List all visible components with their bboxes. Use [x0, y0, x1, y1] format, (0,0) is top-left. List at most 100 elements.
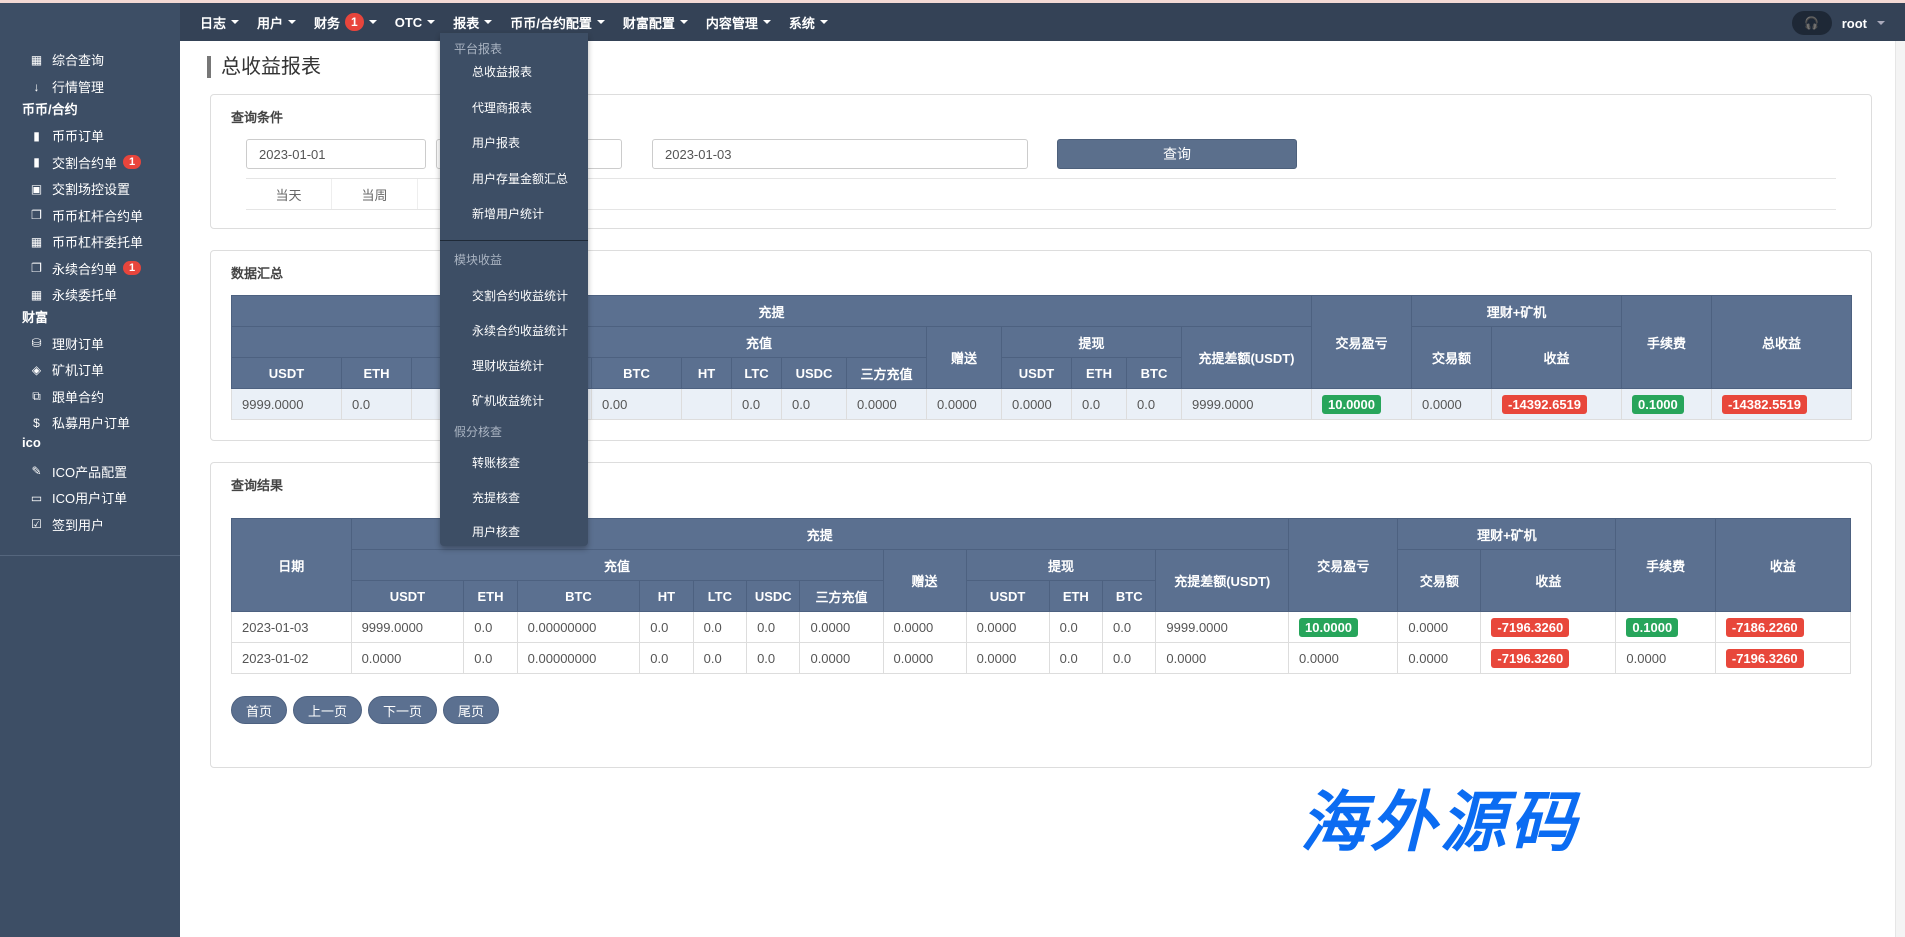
- nav-item[interactable]: 报表: [453, 13, 493, 32]
- table-cell: 2023-01-03: [231, 611, 352, 643]
- sidebar-item[interactable]: ⛁ 理财订单: [30, 334, 104, 353]
- column-header: 理财+矿机: [1411, 295, 1622, 327]
- sidebar-item[interactable]: ▭ ICO用户订单: [30, 488, 127, 507]
- sidebar-item[interactable]: ❐ 永续合约单 1: [30, 259, 142, 278]
- column-header: USDT: [1001, 357, 1072, 389]
- headset-icon[interactable]: 🎧: [1791, 11, 1832, 35]
- nav-item-label: 系统: [788, 15, 815, 31]
- table-cell: 10.0000: [1288, 611, 1399, 643]
- column-header: BTC: [1102, 580, 1157, 612]
- menu-item-icon: ▣: [30, 181, 43, 196]
- sidebar-item[interactable]: ↓ 行情管理: [30, 77, 105, 96]
- dropdown-item[interactable]: 充提核查: [472, 491, 521, 505]
- sidebar: ▦ 综合查询 ↓ 行情管理 币币/合约 ▮ 币币订单 ▮ 交割合约单 1 ▣ 交割场控设置 ❐ 币币杠杆合…: [0, 3, 180, 937]
- user-menu[interactable]: 🎧 root: [1791, 11, 1885, 35]
- column-header: 三方充值: [799, 580, 884, 612]
- column-header: 提现: [1001, 326, 1182, 358]
- pager-button-1[interactable]: 上一页: [293, 696, 363, 724]
- table-cell: 0.0: [639, 642, 694, 674]
- nav-item-label: 财富配置: [622, 15, 675, 31]
- top-navbar: 日志 用户 财务 1 OTC 报表 币币/合约配置 财富配置 内容管理 系统 🎧 root: [180, 3, 1905, 41]
- chevron-down-icon: [1877, 21, 1885, 25]
- sidebar-item[interactable]: ☑ 签到用户: [30, 515, 104, 534]
- pager-button-3[interactable]: 尾页: [443, 696, 500, 724]
- nav-item[interactable]: 内容管理: [706, 13, 771, 32]
- menu-item-icon: ❐: [31, 261, 42, 275]
- sidebar-item-label: 行情管理: [52, 80, 105, 95]
- menu-item-icon: ⧉: [32, 388, 41, 403]
- sidebar-item[interactable]: ◈ 矿机订单: [30, 360, 104, 379]
- value-badge: -14382.5519: [1722, 394, 1808, 414]
- column-header: 充提差额(USDT): [1181, 326, 1312, 389]
- sidebar-item-label: 永续委托单: [52, 288, 118, 303]
- sidebar-item[interactable]: ▦ 币币杠杆委托单: [30, 232, 143, 251]
- end-date-input[interactable]: [652, 139, 1028, 169]
- sidebar-item-label: 币币杠杆委托单: [52, 235, 144, 250]
- table-cell: 0.0000: [882, 642, 967, 674]
- sidebar-item[interactable]: ▣ 交割场控设置: [30, 179, 130, 198]
- sidebar-item-label: 私募用户订单: [52, 416, 131, 431]
- sidebar-item-label: 签到用户: [52, 517, 105, 533]
- dropdown-item[interactable]: 用户报表: [472, 136, 521, 150]
- query-button[interactable]: 查询: [1057, 139, 1297, 169]
- column-header: 理财+矿机: [1397, 518, 1617, 550]
- sidebar-item[interactable]: ▮ 币币订单: [30, 126, 104, 145]
- dropdown-item[interactable]: 交割合约收益统计: [472, 289, 569, 303]
- date-tab[interactable]: 当周: [332, 179, 418, 209]
- menu-item-icon: ▮: [33, 155, 40, 169]
- nav-item[interactable]: 币币/合约配置: [510, 13, 605, 32]
- table-cell: 0.0000: [926, 388, 1002, 420]
- table-cell: 0.0000: [1411, 388, 1492, 420]
- date-tab[interactable]: 当天: [246, 179, 332, 209]
- column-header: 总收益: [1711, 295, 1852, 389]
- column-header: ETH: [1048, 580, 1104, 612]
- dropdown-item[interactable]: 理财收益统计: [472, 359, 545, 373]
- dropdown-section-header: 假分核查: [454, 425, 503, 439]
- sidebar-item[interactable]: ▮ 交割合约单 1: [30, 153, 142, 172]
- sidebar-item[interactable]: ⧉ 跟单合约: [30, 387, 104, 406]
- chevron-down-icon: [679, 20, 688, 24]
- sidebar-item[interactable]: $ 私募用户订单: [30, 413, 130, 432]
- sidebar-item[interactable]: ✎ ICO产品配置: [30, 462, 127, 481]
- sidebar-item[interactable]: ❐ 币币杠杆合约单: [30, 206, 143, 225]
- nav-item[interactable]: 日志: [200, 13, 240, 32]
- nav-item[interactable]: OTC: [395, 15, 436, 30]
- column-header: 手续费: [1621, 295, 1712, 389]
- scrollbar[interactable]: [1895, 41, 1905, 937]
- nav-item[interactable]: 财富配置: [623, 13, 688, 32]
- start-date-input[interactable]: [246, 139, 426, 169]
- sidebar-item-label: 理财订单: [52, 336, 105, 352]
- value-badge: -7196.3260: [1725, 648, 1804, 668]
- table-cell: -7196.3260: [1480, 611, 1617, 643]
- column-header: BTC: [591, 357, 682, 389]
- nav-item[interactable]: 财务 1: [314, 13, 377, 32]
- column-header: HT: [639, 580, 694, 612]
- nav-item[interactable]: 系统: [789, 13, 828, 32]
- column-header: LTC: [731, 357, 782, 389]
- nav-item[interactable]: 用户: [257, 13, 297, 32]
- menu-item-icon: ▮: [33, 128, 40, 143]
- dropdown-item[interactable]: 新增用户统计: [472, 207, 545, 221]
- dropdown-item[interactable]: 转账核查: [472, 456, 521, 470]
- chevron-down-icon: [288, 20, 297, 24]
- table-cell: 0.0: [746, 642, 801, 674]
- dropdown-item[interactable]: 总收益报表: [472, 65, 533, 79]
- column-header: USDC: [781, 357, 847, 389]
- sidebar-item[interactable]: ▦ 综合查询: [30, 50, 104, 69]
- notification-badge: 1: [123, 261, 142, 275]
- column-header: 提现: [965, 549, 1157, 581]
- sidebar-item[interactable]: ▦ 永续委托单: [30, 285, 117, 304]
- table-cell: 0.0000: [882, 611, 967, 643]
- table-cell: [681, 388, 732, 420]
- pager-button-0[interactable]: 首页: [231, 696, 288, 724]
- sidebar-item-label: 币币杠杆合约单: [52, 208, 144, 224]
- dropdown-item[interactable]: 用户核查: [472, 525, 521, 539]
- table-cell: 0.00: [591, 388, 682, 420]
- pager-button-2[interactable]: 下一页: [368, 696, 438, 724]
- chevron-down-icon: [231, 20, 240, 24]
- dropdown-item[interactable]: 永续合约收益统计: [472, 324, 569, 338]
- dropdown-item[interactable]: 矿机收益统计: [472, 394, 545, 408]
- dropdown-item[interactable]: 代理商报表: [472, 101, 533, 115]
- dropdown-item[interactable]: 用户存量金额汇总: [472, 172, 569, 186]
- table-cell: 0.0000: [1288, 642, 1399, 674]
